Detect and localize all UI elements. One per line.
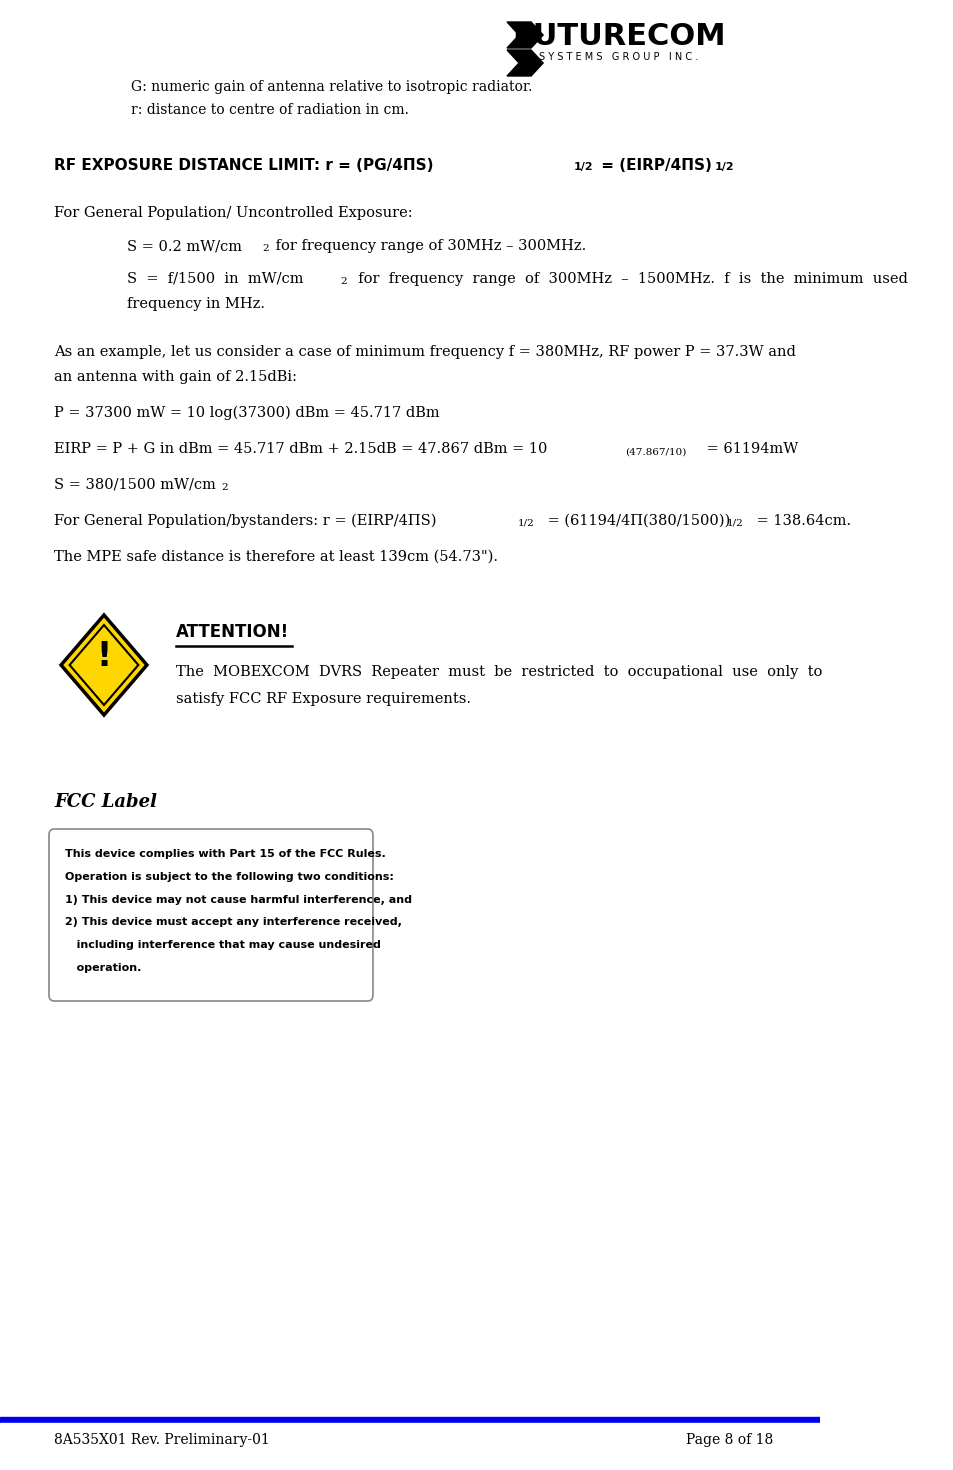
Text: for  frequency  range  of  300MHz  –  1500MHz.  f  is  the  minimum  used: for frequency range of 300MHz – 1500MHz.… [349, 272, 907, 287]
FancyBboxPatch shape [49, 829, 373, 1001]
Text: for frequency range of 30MHz – 300MHz.: for frequency range of 30MHz – 300MHz. [271, 240, 585, 253]
Text: = (EIRP/4ΠS): = (EIRP/4ΠS) [596, 157, 712, 173]
Text: EIRP = P + G in dBm = 45.717 dBm + 2.15dB = 47.867 dBm = 10: EIRP = P + G in dBm = 45.717 dBm + 2.15d… [54, 442, 547, 456]
Text: 2: 2 [262, 244, 269, 253]
Text: satisfy FCC RF Exposure requirements.: satisfy FCC RF Exposure requirements. [176, 692, 471, 706]
Text: S = 380/1500 mW/cm: S = 380/1500 mW/cm [54, 478, 215, 492]
Text: S  =  f/1500  in  mW/cm: S = f/1500 in mW/cm [127, 272, 303, 287]
Text: !: ! [96, 641, 112, 673]
Text: ATTENTION!: ATTENTION! [176, 623, 289, 641]
Text: 2: 2 [340, 276, 347, 287]
Text: FCC Label: FCC Label [54, 792, 157, 811]
Text: FUTURECOM: FUTURECOM [512, 22, 725, 51]
Text: For General Population/ Uncontrolled Exposure:: For General Population/ Uncontrolled Exp… [54, 206, 413, 220]
Text: operation.: operation. [65, 963, 142, 973]
Text: frequency in MHz.: frequency in MHz. [127, 297, 265, 312]
Polygon shape [61, 614, 147, 714]
Text: 1/2: 1/2 [574, 162, 593, 172]
Text: (47.867/10): (47.867/10) [624, 448, 685, 457]
Text: 1) This device may not cause harmful interference, and: 1) This device may not cause harmful int… [65, 895, 412, 904]
Text: As an example, let us consider a case of minimum frequency f = 380MHz, RF power : As an example, let us consider a case of… [54, 345, 795, 359]
Text: = 138.64cm.: = 138.64cm. [751, 514, 850, 528]
Text: Operation is subject to the following two conditions:: Operation is subject to the following tw… [65, 872, 394, 882]
Text: The MPE safe distance is therefore at least 139cm (54.73").: The MPE safe distance is therefore at le… [54, 550, 497, 564]
Polygon shape [506, 50, 542, 76]
Text: 1/2: 1/2 [517, 519, 535, 528]
Text: 1/2: 1/2 [714, 162, 734, 172]
Text: an antenna with gain of 2.15dBi:: an antenna with gain of 2.15dBi: [54, 370, 296, 384]
Text: 2: 2 [221, 484, 227, 492]
Text: P = 37300 mW = 10 log(37300) dBm = 45.717 dBm: P = 37300 mW = 10 log(37300) dBm = 45.71… [54, 406, 439, 420]
Text: For General Population/bystanders: r = (EIRP/4ΠS): For General Population/bystanders: r = (… [54, 514, 436, 528]
Text: r: distance to centre of radiation in cm.: r: distance to centre of radiation in cm… [132, 103, 409, 118]
Text: The  MOBEXCOM  DVRS  Repeater  must  be  restricted  to  occupational  use  only: The MOBEXCOM DVRS Repeater must be restr… [176, 664, 821, 679]
Text: S = 0.2 mW/cm: S = 0.2 mW/cm [127, 240, 242, 253]
Text: S Y S T E M S   G R O U P   I N C .: S Y S T E M S G R O U P I N C . [538, 51, 698, 62]
Polygon shape [506, 22, 542, 49]
Text: 1/2: 1/2 [726, 519, 743, 528]
Text: G: numeric gain of antenna relative to isotropic radiator.: G: numeric gain of antenna relative to i… [132, 79, 533, 94]
Bar [0, 1423, 819, 1424]
Text: = 61194mW: = 61194mW [701, 442, 798, 456]
Text: including interference that may cause undesired: including interference that may cause un… [65, 941, 381, 950]
Text: 8A535X01 Rev. Preliminary-01: 8A535X01 Rev. Preliminary-01 [54, 1433, 270, 1446]
Text: = (61194/4Π(380/1500)): = (61194/4Π(380/1500)) [542, 514, 730, 528]
Text: This device complies with Part 15 of the FCC Rules.: This device complies with Part 15 of the… [65, 850, 386, 858]
Text: 2) This device must accept any interference received,: 2) This device must accept any interfere… [65, 917, 402, 928]
Text: RF EXPOSURE DISTANCE LIMIT: r = (PG/4ΠS): RF EXPOSURE DISTANCE LIMIT: r = (PG/4ΠS) [54, 157, 434, 173]
Text: Page 8 of 18: Page 8 of 18 [685, 1433, 773, 1446]
Bar [0, 1417, 819, 1423]
